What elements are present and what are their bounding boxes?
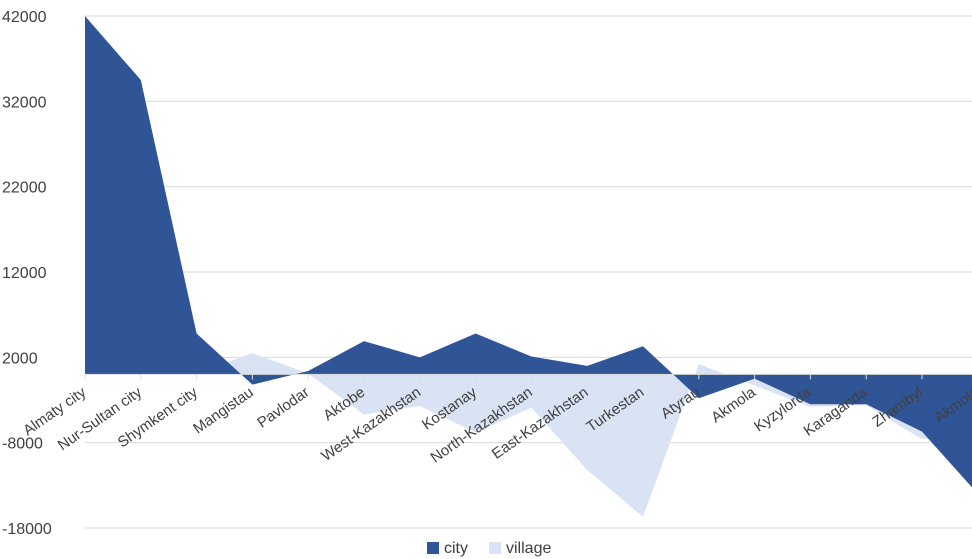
y-tick-label: -8000 (2, 436, 43, 453)
series-area-village (85, 353, 972, 517)
y-tick-label: 32000 (2, 94, 47, 111)
legend-swatch-village (489, 542, 501, 554)
legend: city village (427, 540, 551, 557)
series-areas (84, 16, 972, 517)
y-tick-label: 12000 (2, 265, 47, 282)
x-tick-label: Pavlodar (254, 384, 312, 432)
y-tick-label: -18000 (2, 521, 52, 538)
legend-label-village: village (506, 540, 551, 557)
legend-label-city: city (444, 540, 468, 557)
x-tick-label: Mangistau (190, 384, 256, 438)
y-axis-tick-labels: 42000 32000 22000 12000 2000 -8000 -18000 (2, 9, 52, 538)
y-tick-label: 42000 (2, 9, 47, 26)
y-tick-label: 22000 (2, 180, 47, 197)
gridlines (85, 15, 972, 529)
y-tick-label: 2000 (2, 350, 38, 367)
legend-swatch-city (427, 542, 439, 554)
